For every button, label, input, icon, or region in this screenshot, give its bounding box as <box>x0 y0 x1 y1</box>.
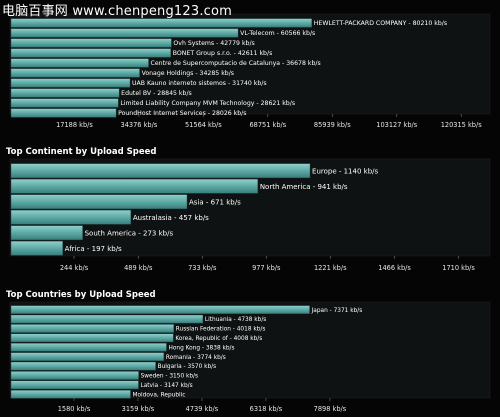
bar <box>10 333 174 343</box>
bar-label: Europe - 1140 kb/s <box>312 167 378 175</box>
bar <box>10 314 204 324</box>
x-tick-label: 1221 kb/s <box>314 264 347 272</box>
bar-label: Lithuania - 4738 kb/s <box>205 317 266 323</box>
bar-label: BONET Group s.r.o. - 42611 kb/s <box>173 50 273 57</box>
bar-label: Ovh Systems - 42779 kb/s <box>173 40 254 47</box>
bar <box>10 324 174 333</box>
bar <box>10 98 119 108</box>
bar-label: Australasia - 457 kb/s <box>133 214 209 222</box>
bar <box>10 209 132 225</box>
bar <box>10 343 167 352</box>
bar-label: Edutel BV - 28845 kb/s <box>121 90 192 97</box>
x-tick-label: 17188 kb/s <box>56 121 93 129</box>
bar <box>10 28 239 38</box>
bar <box>10 240 63 256</box>
bar <box>10 194 188 210</box>
x-tick-label: 1580 kb/s <box>58 405 91 413</box>
bar-label: South America - 273 kb/s <box>85 229 174 237</box>
x-tick-label: 68751 kb/s <box>249 121 286 129</box>
chart-title: Top Continent by Upload Speed <box>6 147 156 157</box>
x-tick-label: 34376 kb/s <box>121 121 158 129</box>
bar <box>10 108 117 118</box>
bar <box>10 38 172 48</box>
bar <box>10 163 311 179</box>
bar-label: North America - 941 kb/s <box>260 183 348 191</box>
bar-label: Korea, Republic of - 4008 kb/s <box>175 336 262 342</box>
bar-label: PoundHost Internet Services - 28026 kb/s <box>118 110 246 117</box>
x-tick-label: 3159 kb/s <box>122 405 155 413</box>
x-tick-label: 103127 kb/s <box>376 121 417 129</box>
bar-label: Japan - 7371 kb/s <box>311 308 363 314</box>
x-tick-label: 6318 kb/s <box>250 405 283 413</box>
bar-label: Asia - 671 kb/s <box>189 198 241 206</box>
x-tick-label: 733 kb/s <box>188 264 217 272</box>
bar-label: Russian Federation - 4018 kb/s <box>176 327 266 333</box>
x-tick-label: 977 kb/s <box>252 264 281 272</box>
x-tick-label: 7898 kb/s <box>314 405 347 413</box>
bar <box>10 88 120 98</box>
country-upload-chart: Top Countries by Upload Speed Japan - 737… <box>6 290 491 413</box>
bar <box>10 352 165 362</box>
bar <box>10 58 149 68</box>
chart-title: Top Countries by Upload Speed <box>6 290 156 300</box>
x-tick-label: 1466 kb/s <box>378 264 411 272</box>
bar <box>10 390 131 399</box>
bar <box>10 305 310 315</box>
bar <box>10 371 139 380</box>
x-tick-label: 120315 kb/s <box>441 121 482 129</box>
bar-label: HEWLETT-PACKARD COMPANY - 80210 kb/s <box>314 20 447 27</box>
x-tick-label: 51564 kb/s <box>185 121 222 129</box>
bar-label: VL-Telecom - 60566 kb/s <box>240 30 315 37</box>
bar-label: Latvia - 3147 kb/s <box>140 383 192 389</box>
bar-label: Limited Liability Company MVM Technology… <box>120 100 295 107</box>
bar-label: Vonage Holdings - 34285 kb/s <box>142 70 234 77</box>
bar <box>10 225 83 241</box>
bar-label: Hong Kong - 3838 kb/s <box>168 345 234 351</box>
bar <box>10 178 259 194</box>
bar-label: Bulgaria - 3570 kb/s <box>158 364 217 370</box>
bar-label: Moldova, Republic <box>132 392 185 398</box>
bar-label: UAB Kauno interneto sistemos - 31740 kb/… <box>132 80 267 87</box>
bar <box>10 78 131 88</box>
continent-upload-chart: Top Continent by Upload Speed Europe - 11… <box>6 147 491 272</box>
watermark-text: 电脑百事网 www.chenpeng123.com <box>2 4 233 19</box>
x-tick-label: 244 kb/s <box>60 264 89 272</box>
x-tick-label: 85939 kb/s <box>314 121 351 129</box>
x-tick-label: 489 kb/s <box>124 264 153 272</box>
bar <box>10 18 312 28</box>
x-tick-label: 1710 kb/s <box>442 264 475 272</box>
isp-upload-chart: HEWLETT-PACKARD COMPANY - 80210 kb/s VL-T… <box>9 13 491 129</box>
bar-label: Romania - 3774 kb/s <box>166 355 226 361</box>
bar-label: Sweden - 3150 kb/s <box>141 374 198 380</box>
bar <box>10 361 156 371</box>
bar-label: Africa - 197 kb/s <box>65 245 122 253</box>
bar-label: Centre de Supercomputacio de Catalunya -… <box>151 60 321 67</box>
bar <box>10 380 139 390</box>
bar <box>10 68 140 78</box>
bar <box>10 48 171 58</box>
x-tick-label: 4739 kb/s <box>186 405 219 413</box>
